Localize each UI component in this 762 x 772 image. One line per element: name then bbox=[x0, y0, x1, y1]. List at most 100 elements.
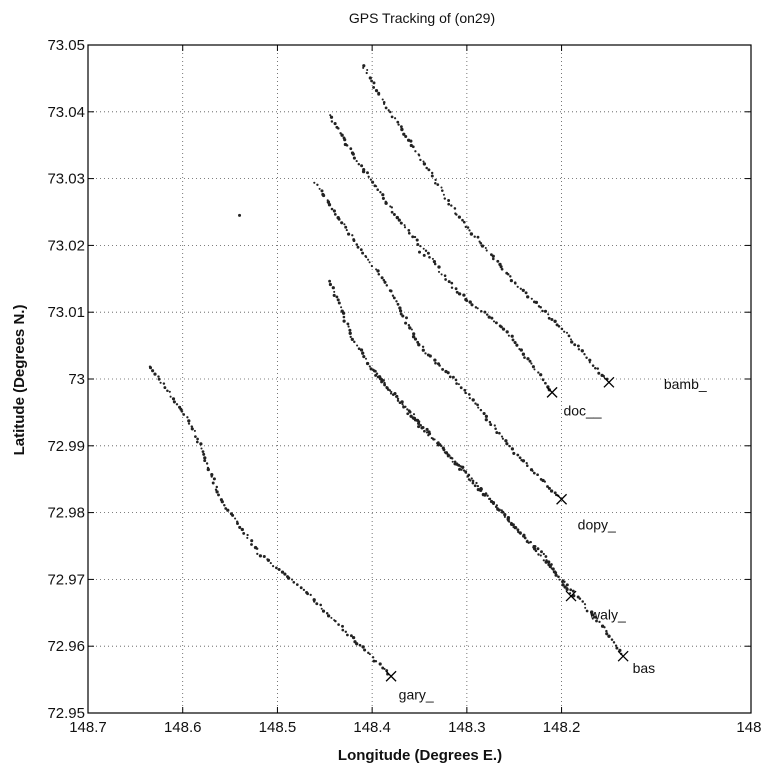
gps-point bbox=[475, 481, 478, 485]
gps-point bbox=[163, 386, 167, 390]
track-end-marker bbox=[385, 670, 397, 682]
gps-point bbox=[171, 397, 176, 401]
gps-point bbox=[504, 439, 508, 443]
gps-point bbox=[404, 134, 408, 139]
gps-point bbox=[578, 597, 582, 600]
track-label: doc__ bbox=[563, 403, 601, 419]
gps-point bbox=[602, 374, 605, 378]
gps-point bbox=[410, 328, 413, 331]
gps-point bbox=[594, 366, 597, 370]
gps-point bbox=[476, 403, 479, 407]
gps-point bbox=[511, 338, 515, 342]
gps-point bbox=[567, 334, 571, 338]
gps-point bbox=[477, 406, 480, 409]
gps-point bbox=[492, 320, 496, 323]
gps-point bbox=[341, 624, 344, 628]
gps-point bbox=[484, 246, 487, 250]
gps-point bbox=[341, 628, 345, 632]
gps-point bbox=[533, 547, 537, 551]
gps-point bbox=[215, 490, 219, 494]
gps-point bbox=[433, 438, 436, 441]
gps-point bbox=[486, 494, 489, 497]
gps-point bbox=[369, 367, 373, 371]
gps-point bbox=[544, 555, 548, 558]
gps-point bbox=[369, 178, 372, 181]
gps-point bbox=[365, 361, 370, 366]
gps-point bbox=[605, 629, 608, 633]
gps-point bbox=[396, 302, 400, 306]
gps-point bbox=[397, 218, 401, 222]
gps-point bbox=[483, 310, 487, 314]
gps-point bbox=[560, 327, 564, 331]
gps-point bbox=[614, 644, 618, 647]
gps-point bbox=[392, 213, 396, 216]
gps-point bbox=[186, 416, 189, 419]
gps-point bbox=[428, 255, 431, 259]
gps-point bbox=[460, 468, 463, 471]
gps-point bbox=[272, 565, 275, 568]
gps-point bbox=[187, 422, 191, 425]
gps-point bbox=[327, 203, 332, 207]
gps-point bbox=[344, 225, 348, 229]
gps-point bbox=[528, 359, 532, 363]
gps-point bbox=[474, 306, 478, 309]
gps-point bbox=[534, 549, 538, 553]
gps-point bbox=[367, 258, 370, 261]
gps-point bbox=[376, 188, 379, 191]
gps-point bbox=[544, 381, 547, 385]
gps-point bbox=[321, 609, 326, 613]
gps-point bbox=[418, 250, 421, 254]
gps-point bbox=[537, 553, 540, 556]
gps-point bbox=[367, 175, 370, 178]
gps-point bbox=[346, 633, 349, 637]
gps-point bbox=[383, 102, 386, 105]
gps-point bbox=[441, 189, 444, 192]
gps-point bbox=[484, 418, 488, 422]
gps-point bbox=[383, 381, 386, 385]
gps-point bbox=[553, 491, 557, 495]
gps-point bbox=[351, 152, 355, 156]
gps-point bbox=[328, 279, 331, 283]
gps-point bbox=[409, 414, 413, 418]
gps-point bbox=[196, 437, 199, 441]
gps-point bbox=[361, 169, 366, 174]
gps-point bbox=[451, 460, 454, 463]
gps-point bbox=[532, 471, 536, 475]
gps-point bbox=[389, 205, 392, 208]
gps-point bbox=[381, 193, 385, 197]
gps-point bbox=[358, 643, 362, 647]
gps-point bbox=[421, 348, 425, 352]
gps-point bbox=[425, 427, 429, 431]
gps-point bbox=[489, 423, 493, 427]
gps-point bbox=[428, 354, 432, 358]
gps-point bbox=[413, 235, 417, 239]
gps-point bbox=[509, 279, 513, 283]
gps-point bbox=[352, 156, 356, 160]
track-waly bbox=[372, 368, 577, 602]
gps-point bbox=[356, 344, 359, 347]
gps-point bbox=[464, 225, 468, 229]
gps-point bbox=[316, 183, 319, 186]
gps-point bbox=[453, 460, 457, 464]
gps-point bbox=[438, 364, 441, 367]
gps-point bbox=[501, 327, 506, 331]
gps-point bbox=[351, 635, 356, 640]
gps-point bbox=[193, 429, 196, 432]
gps-point bbox=[595, 619, 598, 623]
gps-point bbox=[576, 344, 580, 348]
gps-point bbox=[367, 651, 370, 655]
gps-point bbox=[480, 310, 483, 313]
gps-point bbox=[151, 369, 155, 373]
gps-point bbox=[498, 431, 501, 435]
gps-point bbox=[515, 343, 519, 347]
gps-point bbox=[383, 280, 387, 284]
gps-point bbox=[242, 531, 246, 535]
gps-point bbox=[542, 552, 545, 556]
gps-point bbox=[385, 386, 389, 390]
gps-point bbox=[246, 533, 249, 537]
gps-point bbox=[195, 440, 199, 444]
gps-point bbox=[372, 369, 376, 373]
gps-point bbox=[330, 616, 333, 619]
gps-point bbox=[351, 234, 354, 237]
gps-point bbox=[585, 356, 588, 360]
